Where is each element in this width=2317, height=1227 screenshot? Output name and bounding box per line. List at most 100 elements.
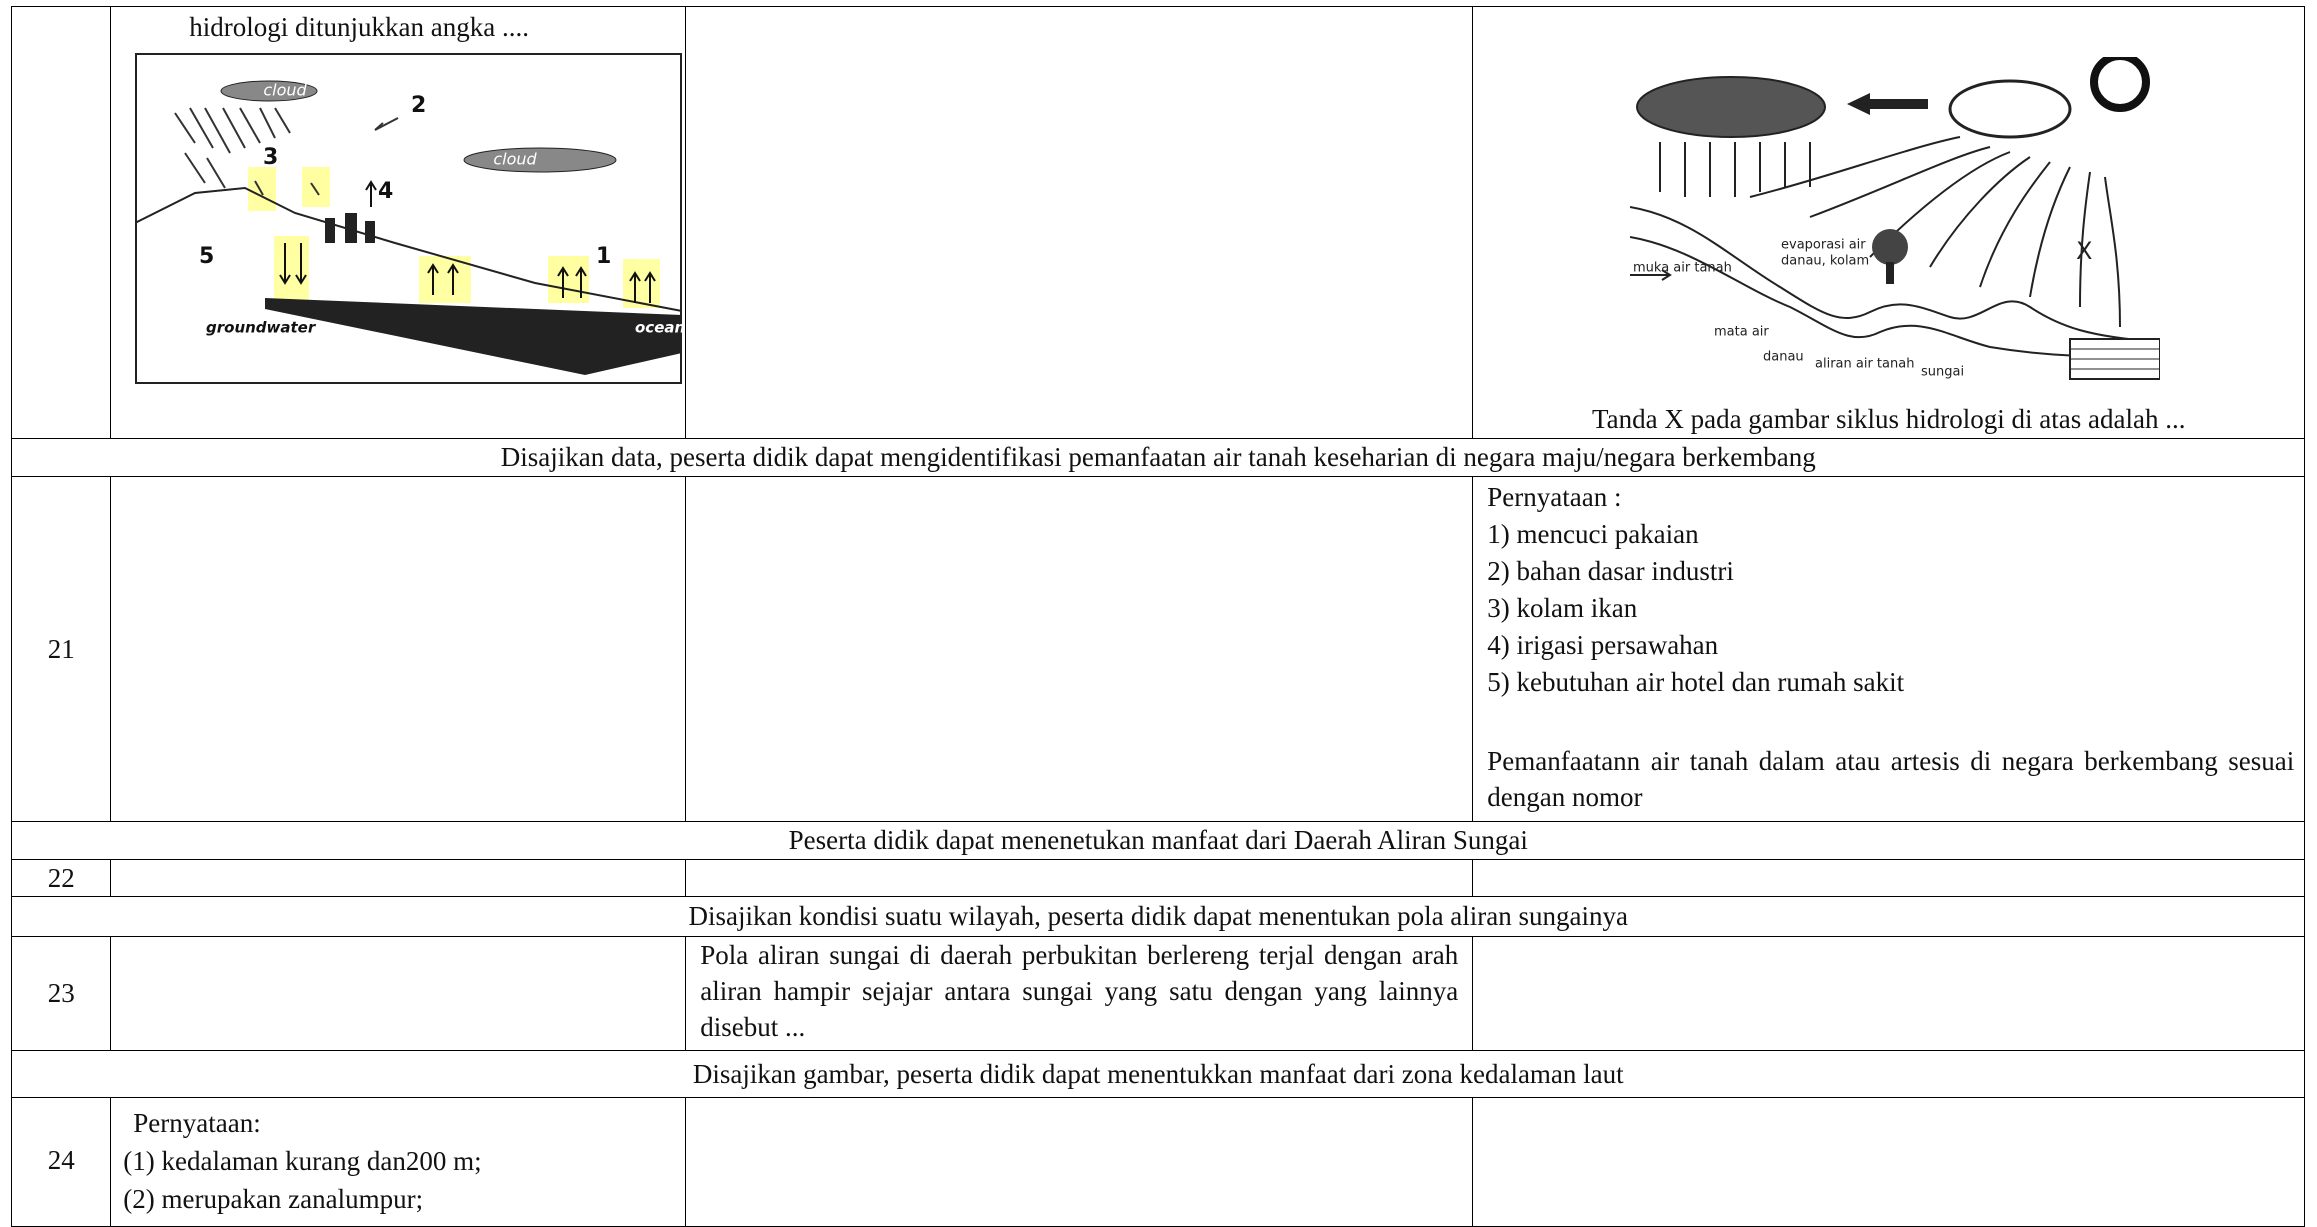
figure-shape <box>623 259 661 309</box>
figure-label: cloud <box>494 150 538 169</box>
statement: 3) kolam ikan <box>1487 593 1638 624</box>
figure-shape <box>189 107 215 149</box>
figure-shape <box>254 180 265 196</box>
figure-shape <box>1750 136 1961 199</box>
indicator: Peserta didik dapat menenetukan manfaat … <box>11 821 2306 861</box>
figure-shape <box>1630 236 2161 359</box>
figure-shape <box>463 147 617 173</box>
figure-group: groundwater ocean <box>206 319 682 337</box>
figure-shape <box>1630 206 2161 344</box>
figure-shape <box>2104 177 2122 328</box>
statement-title: Pernyataan : <box>1487 482 1622 513</box>
figure-label: 3 <box>263 145 278 170</box>
figure-shape <box>174 112 197 144</box>
figure-shape <box>1872 229 1909 266</box>
figure-shape <box>1636 76 1827 139</box>
question-cell: Pernyataan : 1) mencuci pakaian 2) bahan… <box>1472 476 2306 823</box>
empty-cell <box>685 476 1474 823</box>
figure-shape <box>557 266 570 299</box>
figure-shape <box>248 167 277 212</box>
question-cell: hidrologi ditunjukkan angka .... <box>110 6 687 440</box>
figure-shape <box>302 167 331 208</box>
statement: (1) kedalaman kurang dan200 m; <box>123 1146 482 1177</box>
number-cell: 23 <box>11 936 112 1052</box>
figure-group <box>248 167 661 309</box>
figure-shape <box>206 157 227 189</box>
figure-shape <box>1948 79 2072 139</box>
figure-shape <box>2079 172 2092 308</box>
figure-shape <box>222 107 247 149</box>
number-cell: 22 <box>11 859 112 898</box>
figure-group <box>325 213 376 244</box>
number-cell: 21 <box>11 476 112 823</box>
figure-shape <box>1809 146 1991 219</box>
figure-shape <box>325 218 336 244</box>
figure-label: 4 <box>378 179 393 204</box>
statement: 5) kebutuhan air hotel dan rumah sakit <box>1487 667 1905 698</box>
figure-label: danau <box>1763 350 1804 365</box>
figure-shape <box>365 221 376 244</box>
figure-shape <box>365 180 378 208</box>
figure-shape <box>220 80 318 102</box>
figure-shape <box>374 122 384 132</box>
figure-group <box>279 180 657 304</box>
figure-label: aliran air tanah <box>1815 357 1914 372</box>
empty-cell <box>110 476 687 823</box>
figure-shape <box>1929 156 2031 268</box>
figure-shape <box>345 213 358 244</box>
figure-shape <box>295 243 308 286</box>
question-text: hidrologi ditunjukkan angka .... <box>189 12 529 43</box>
figure-shape <box>629 271 642 304</box>
figure-shape <box>2029 166 2072 298</box>
figure-shape <box>1630 269 1673 282</box>
number-cell: 24 <box>11 1097 112 1227</box>
figure-label: groundwater <box>206 319 317 337</box>
figure-label: ocean <box>635 319 682 337</box>
question-cell: Pernyataan: (1) kedalaman kurang dan200 … <box>110 1097 687 1227</box>
figure-shape <box>374 117 399 132</box>
figure-shape <box>1847 93 1929 116</box>
statement: 4) irigasi persawahan <box>1487 630 1719 661</box>
figure-shape <box>2090 57 2151 113</box>
number-cell <box>11 6 112 440</box>
figure-shape <box>135 187 683 313</box>
empty-cell <box>1472 1097 2306 1227</box>
figure-shape <box>419 256 472 304</box>
figure-shape <box>259 107 277 139</box>
figure-shape <box>265 298 683 376</box>
figure-shape <box>204 107 232 154</box>
indicator: Disajikan data, peserta didik dapat meng… <box>11 438 2306 478</box>
figure-shape <box>1886 262 1895 285</box>
question-cell: Pola aliran sungai di daerah perbukitan … <box>685 936 1474 1052</box>
figure-label: mata air <box>1714 325 1769 340</box>
figure-group: 2 3 4 5 1 <box>199 93 611 269</box>
hydrology-figure-b: evaporasi air danau, kolam muka air tana… <box>1630 57 2161 381</box>
figure-group: evaporasi air danau, kolam muka air tana… <box>1633 237 2092 380</box>
figure-label: evaporasi air <box>1781 238 1866 253</box>
statement-title: Pernyataan: <box>133 1108 261 1139</box>
figure-shape <box>1979 161 2052 288</box>
question-text: Pola aliran sungai di daerah perbukitan … <box>700 940 1459 1043</box>
question-text: Pemanfaatann air tanah dalam atau artesi… <box>1487 746 2295 813</box>
indicator: Disajikan kondisi suatu wilayah, peserta… <box>11 896 2306 938</box>
figure-label: muka air tanah <box>1633 261 1732 276</box>
figure-group <box>1630 136 2161 359</box>
figure-label: cloud <box>264 81 308 100</box>
figure-shape <box>548 256 590 304</box>
empty-cell <box>1472 936 2306 1052</box>
figure-shape <box>184 152 207 184</box>
figure-shape <box>644 271 657 304</box>
indicator: Disajikan gambar, peserta didik dapat me… <box>11 1050 2306 1099</box>
figure-shape <box>239 107 262 144</box>
empty-cell <box>1472 859 2306 898</box>
statement: 2) bahan dasar industri <box>1487 556 1734 587</box>
question-text: Tanda X pada gambar siklus hidrologi di … <box>1592 404 2186 435</box>
statement: 1) mencuci pakaian <box>1487 519 1699 550</box>
figure-shape <box>274 107 292 134</box>
statement: (2) merupakan zanalumpur; <box>123 1184 424 1215</box>
figure-shape <box>575 266 588 299</box>
hydrology-figure-a: cloud cloud 2 3 4 5 1 groundwater ocean <box>135 53 683 385</box>
empty-cell <box>685 6 1474 440</box>
question-cell: evaporasi air danau, kolam muka air tana… <box>1472 6 2306 440</box>
